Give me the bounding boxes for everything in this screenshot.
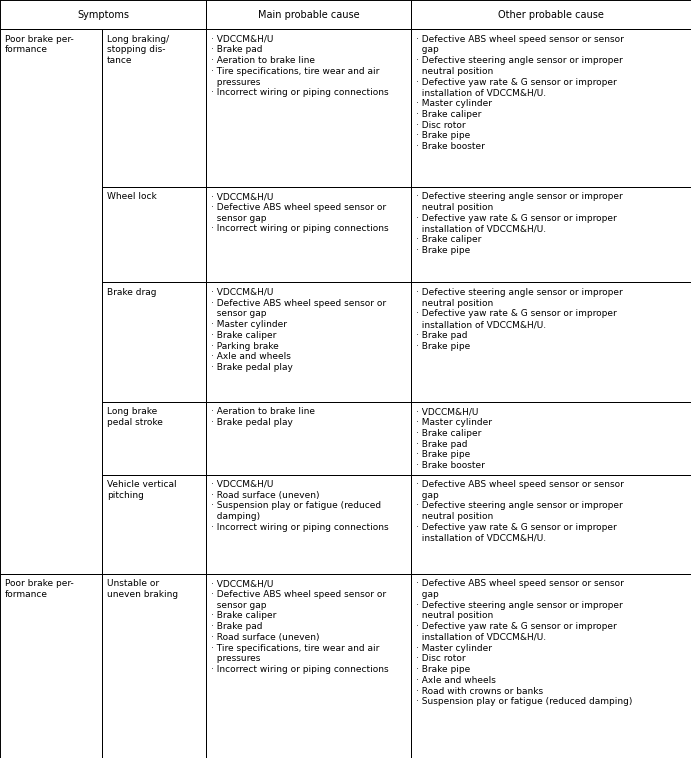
Text: Unstable or
uneven braking: Unstable or uneven braking [107, 579, 178, 599]
Text: · VDCCM&H/U
· Road surface (uneven)
· Suspension play or fatigue (reduced
  damp: · VDCCM&H/U · Road surface (uneven) · Su… [211, 480, 388, 532]
Text: Vehicle vertical
pitching: Vehicle vertical pitching [107, 480, 177, 500]
Text: Long brake
pedal stroke: Long brake pedal stroke [107, 407, 163, 427]
Text: · Defective steering angle sensor or improper
  neutral position
· Defective yaw: · Defective steering angle sensor or imp… [416, 192, 623, 255]
Text: · Defective ABS wheel speed sensor or sensor
  gap
· Defective steering angle se: · Defective ABS wheel speed sensor or se… [416, 35, 624, 151]
Text: Brake drag: Brake drag [107, 288, 157, 297]
Text: · VDCCM&H/U
· Brake pad
· Aeration to brake line
· Tire specifications, tire wea: · VDCCM&H/U · Brake pad · Aeration to br… [211, 35, 388, 97]
Text: Long braking/
stopping dis-
tance: Long braking/ stopping dis- tance [107, 35, 169, 65]
Text: Poor brake per-
formance: Poor brake per- formance [5, 35, 73, 55]
Text: Other probable cause: Other probable cause [498, 10, 604, 20]
Text: Wheel lock: Wheel lock [107, 192, 157, 201]
Text: · Defective ABS wheel speed sensor or sensor
  gap
· Defective steering angle se: · Defective ABS wheel speed sensor or se… [416, 579, 632, 706]
Text: · VDCCM&H/U
· Defective ABS wheel speed sensor or
  sensor gap
· Incorrect wirin: · VDCCM&H/U · Defective ABS wheel speed … [211, 192, 388, 233]
Text: · VDCCM&H/U
· Defective ABS wheel speed sensor or
  sensor gap
· Master cylinder: · VDCCM&H/U · Defective ABS wheel speed … [211, 288, 386, 372]
Text: · Aeration to brake line
· Brake pedal play: · Aeration to brake line · Brake pedal p… [211, 407, 315, 427]
Text: Poor brake per-
formance: Poor brake per- formance [5, 579, 73, 599]
Text: · VDCCM&H/U
· Defective ABS wheel speed sensor or
  sensor gap
· Brake caliper
·: · VDCCM&H/U · Defective ABS wheel speed … [211, 579, 388, 674]
Text: · Defective steering angle sensor or improper
  neutral position
· Defective yaw: · Defective steering angle sensor or imp… [416, 288, 623, 350]
Text: Main probable cause: Main probable cause [258, 10, 359, 20]
Text: · VDCCM&H/U
· Master cylinder
· Brake caliper
· Brake pad
· Brake pipe
· Brake b: · VDCCM&H/U · Master cylinder · Brake ca… [416, 407, 492, 470]
Text: Symptoms: Symptoms [77, 10, 129, 20]
Text: · Defective ABS wheel speed sensor or sensor
  gap
· Defective steering angle se: · Defective ABS wheel speed sensor or se… [416, 480, 624, 543]
